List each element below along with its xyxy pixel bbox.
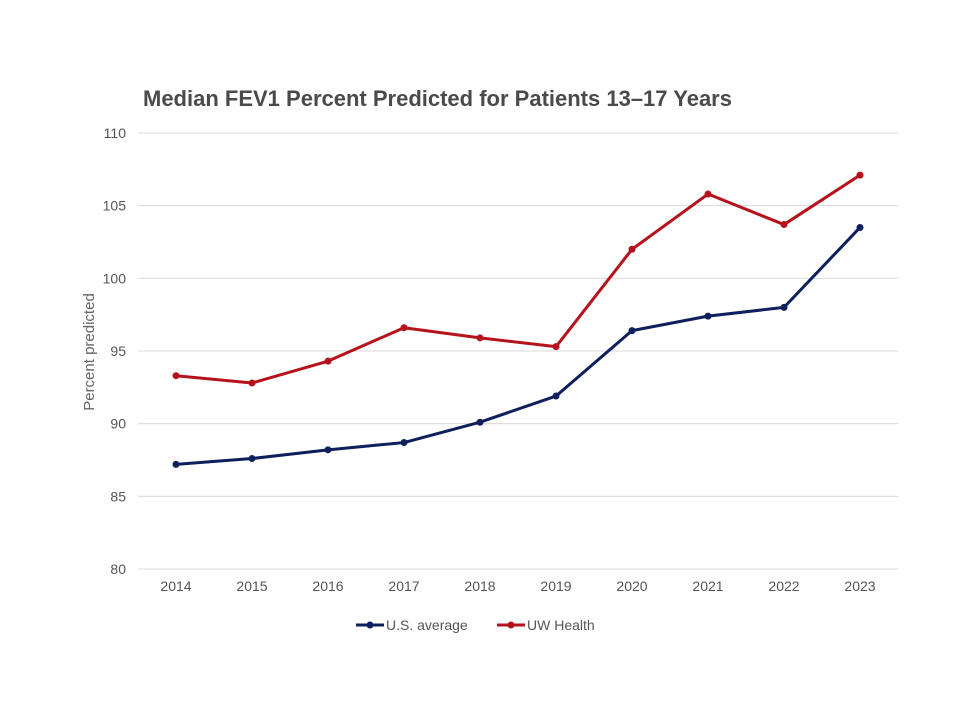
x-tick-label: 2018 (464, 578, 495, 594)
data-point (552, 343, 560, 351)
x-tick-label: 2016 (312, 578, 343, 594)
data-point (780, 221, 788, 229)
y-tick-label: 85 (110, 488, 126, 504)
series-line (174, 173, 862, 385)
x-tick-label: 2014 (160, 578, 191, 594)
y-axis-ticks: 80 85 90 95 100 105 110 (103, 125, 127, 577)
data-point (400, 439, 408, 447)
gridlines (138, 132, 898, 570)
data-point (400, 324, 408, 332)
legend-item: UW Health (497, 617, 595, 633)
data-point (324, 357, 332, 365)
data-point (248, 379, 256, 387)
data-point (552, 392, 560, 400)
data-point (704, 312, 712, 320)
data-point (172, 372, 180, 380)
x-tick-label: 2021 (692, 578, 723, 594)
data-point (476, 418, 484, 426)
y-tick-label: 105 (103, 198, 127, 214)
legend-swatch-marker (366, 621, 374, 629)
series-u-s-average (172, 223, 864, 468)
y-tick-label: 80 (110, 561, 126, 577)
y-axis-title: Percent predicted (81, 293, 98, 411)
data-point (172, 460, 180, 468)
y-tick-label: 110 (104, 125, 127, 141)
x-tick-label: 2017 (388, 578, 419, 594)
y-tick-label: 100 (103, 270, 127, 286)
x-axis-ticks: 2014 2015 2016 2017 2018 2019 2020 2021 2022 2023 (160, 578, 875, 594)
data-point (628, 327, 636, 335)
data-point (248, 455, 256, 463)
y-tick-label: 95 (110, 343, 126, 359)
data-point (856, 223, 864, 231)
legend-label: U.S. average (386, 617, 468, 633)
series-line (174, 225, 862, 466)
legend: U.S. average UW Health (356, 617, 595, 633)
data-point (476, 334, 484, 342)
legend-item: U.S. average (356, 617, 468, 633)
y-tick-label: 90 (110, 416, 126, 432)
data-point (856, 171, 864, 179)
x-tick-label: 2015 (236, 578, 267, 594)
x-tick-label: 2022 (768, 578, 799, 594)
data-point (628, 245, 636, 253)
legend-swatch-marker (507, 621, 515, 629)
series-uw-health (172, 171, 864, 387)
data-point (324, 446, 332, 454)
data-point (780, 303, 788, 311)
series-layer (172, 171, 864, 468)
x-tick-label: 2020 (616, 578, 647, 594)
x-tick-label: 2023 (844, 578, 875, 594)
legend-label: UW Health (527, 617, 595, 633)
x-tick-label: 2019 (540, 578, 571, 594)
data-point (704, 190, 712, 198)
chart-title: Median FEV1 Percent Predicted for Patien… (143, 86, 732, 111)
